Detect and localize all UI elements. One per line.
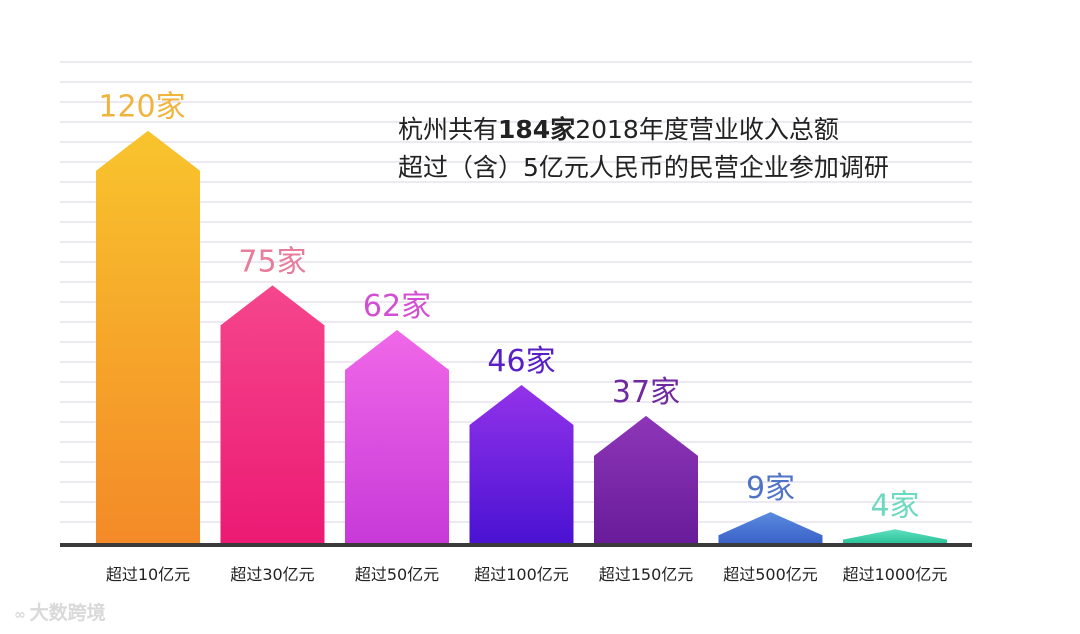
watermark-text: 大数跨境 <box>29 602 106 624</box>
bar-超过500亿元 <box>718 512 823 543</box>
category-label-超过100亿元: 超过100亿元 <box>474 565 569 584</box>
bar-超过30亿元 <box>220 285 325 543</box>
watermark: ∞ 大数跨境 <box>14 598 106 625</box>
category-label-超过10亿元: 超过10亿元 <box>106 565 190 584</box>
data-label-超过1000亿元: 4家 <box>870 488 919 523</box>
chart-category-labels: 超过10亿元 超过30亿元 超过50亿元 超过100亿元 超过150亿元 超过500亿元 超… <box>106 565 948 584</box>
infinity-logo-icon: ∞ <box>14 607 26 623</box>
data-label-超过30亿元: 75家 <box>238 244 306 279</box>
category-label-超过50亿元: 超过50亿元 <box>355 565 439 584</box>
chart-data-labels: 120家 75家 62家 46家 37家 9家 4家 <box>98 90 919 524</box>
bar-超过1000亿元 <box>843 529 947 543</box>
bar-超过50亿元 <box>345 329 449 543</box>
data-label-超过500亿元: 9家 <box>746 471 795 506</box>
data-label-超过100亿元: 46家 <box>487 344 555 379</box>
bar-超过10亿元 <box>96 130 200 543</box>
category-label-超过150亿元: 超过150亿元 <box>599 565 694 584</box>
chart-bars <box>96 130 947 543</box>
category-label-超过500亿元: 超过500亿元 <box>723 565 818 584</box>
category-label-超过1000亿元: 超过1000亿元 <box>843 565 948 584</box>
bar-超过100亿元 <box>469 384 574 543</box>
data-label-超过10亿元: 120家 <box>98 90 185 125</box>
data-label-超过150亿元: 37家 <box>612 375 680 410</box>
bar-超过150亿元 <box>594 415 698 543</box>
chart-title-line-2: 超过（含）5亿元人民币的民营企业参加调研 <box>398 153 889 182</box>
data-label-超过50亿元: 62家 <box>363 289 431 324</box>
chart-title-line-1: 杭州共有184家2018年度营业收入总额 <box>398 110 839 146</box>
chart-title-prefix: 杭州共有 <box>398 115 499 144</box>
chart-title-suffix: 2018年度营业收入总额 <box>575 115 839 144</box>
category-label-超过30亿元: 超过30亿元 <box>230 565 314 584</box>
chart-title-count: 184家 <box>498 115 576 144</box>
